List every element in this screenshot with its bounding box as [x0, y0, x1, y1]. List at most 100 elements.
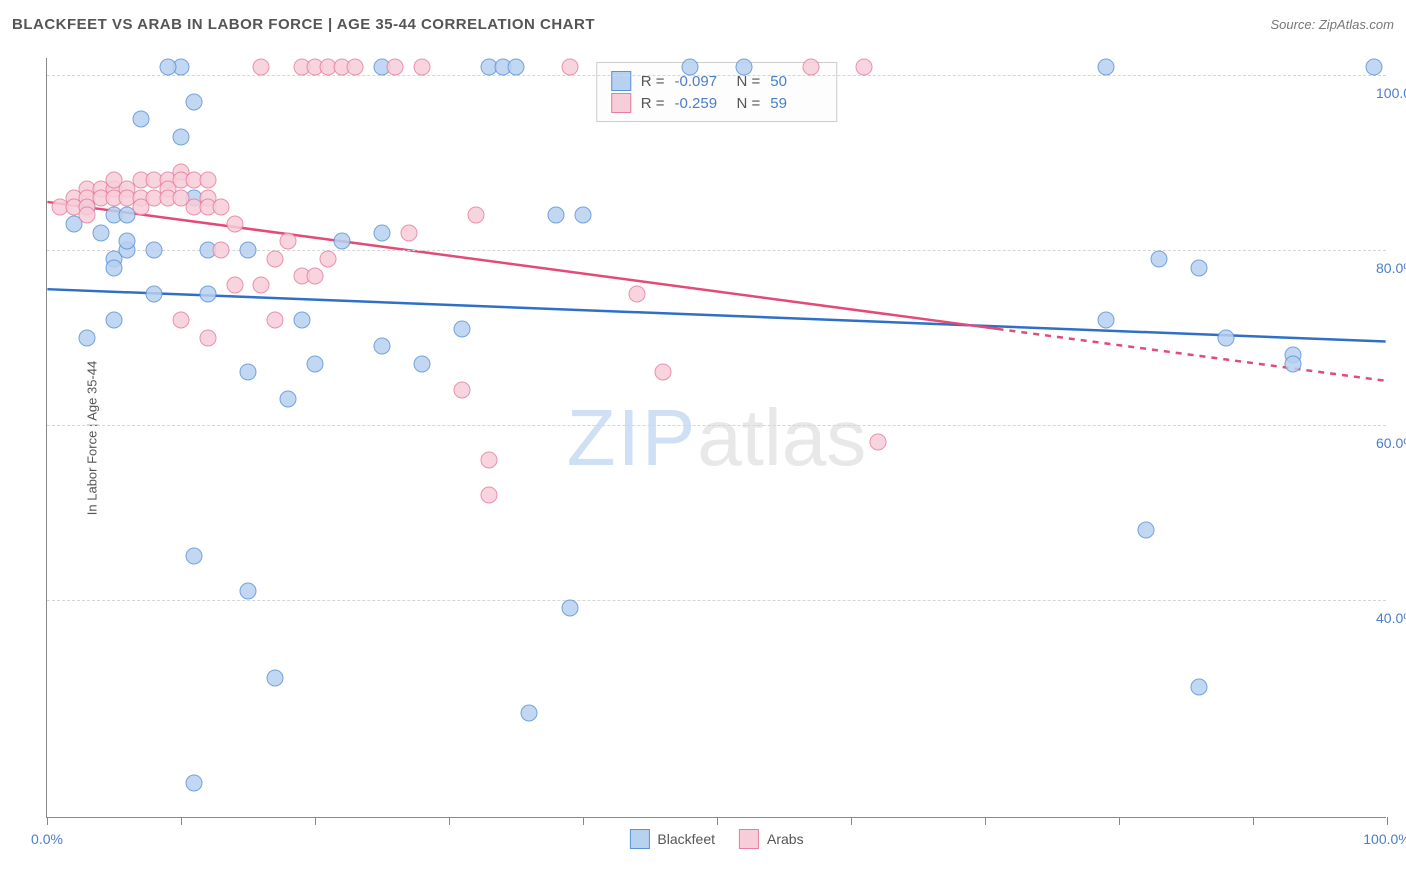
data-point: [1285, 355, 1302, 372]
gridline: [47, 425, 1386, 426]
data-point: [266, 250, 283, 267]
data-point: [735, 58, 752, 75]
data-point: [374, 224, 391, 241]
trend-line: [47, 202, 997, 329]
data-point: [159, 58, 176, 75]
data-point: [561, 58, 578, 75]
watermark: ZIPatlas: [567, 392, 866, 484]
r-value: -0.259: [675, 95, 727, 112]
data-point: [199, 285, 216, 302]
data-point: [1365, 58, 1382, 75]
data-point: [481, 451, 498, 468]
data-point: [521, 705, 538, 722]
x-tick: [1119, 817, 1120, 825]
series-swatch: [611, 71, 631, 91]
chart-header: BLACKFEET VS ARAB IN LABOR FORCE | AGE 3…: [0, 0, 1406, 48]
data-point: [575, 207, 592, 224]
data-point: [293, 312, 310, 329]
data-point: [1151, 250, 1168, 267]
watermark-part2: atlas: [697, 393, 866, 482]
x-tick: [985, 817, 986, 825]
data-point: [79, 329, 96, 346]
data-point: [454, 381, 471, 398]
data-point: [655, 364, 672, 381]
chart-title: BLACKFEET VS ARAB IN LABOR FORCE | AGE 3…: [12, 16, 595, 33]
data-point: [869, 434, 886, 451]
data-point: [240, 242, 257, 259]
x-tick: [449, 817, 450, 825]
legend-label: Blackfeet: [657, 831, 715, 847]
data-point: [79, 207, 96, 224]
correlation-stats-box: R = -0.097N = 50R = -0.259N = 59: [596, 62, 838, 122]
trend-line: [998, 329, 1386, 381]
x-tick: [47, 817, 48, 825]
data-point: [1191, 259, 1208, 276]
data-point: [1137, 521, 1154, 538]
x-tick-label: 0.0%: [31, 831, 63, 847]
data-point: [802, 58, 819, 75]
legend-item: Blackfeet: [629, 829, 715, 849]
y-tick-label: 60.0%: [1376, 435, 1406, 451]
stats-row: R = -0.097N = 50: [611, 71, 823, 91]
gridline: [47, 600, 1386, 601]
data-point: [400, 224, 417, 241]
watermark-part1: ZIP: [567, 393, 697, 482]
data-point: [119, 233, 136, 250]
source-prefix: Source:: [1270, 17, 1318, 32]
data-point: [186, 775, 203, 792]
data-point: [266, 312, 283, 329]
data-point: [213, 242, 230, 259]
legend-label: Arabs: [767, 831, 804, 847]
data-point: [333, 233, 350, 250]
y-tick-label: 80.0%: [1376, 260, 1406, 276]
y-tick-label: 40.0%: [1376, 610, 1406, 626]
data-point: [146, 285, 163, 302]
data-point: [307, 355, 324, 372]
data-point: [1218, 329, 1235, 346]
data-point: [561, 600, 578, 617]
data-point: [856, 58, 873, 75]
trend-line: [47, 289, 1385, 341]
x-tick: [1387, 817, 1388, 825]
data-point: [414, 58, 431, 75]
series-swatch: [611, 93, 631, 113]
data-point: [320, 250, 337, 267]
data-point: [454, 320, 471, 337]
stats-row: R = -0.259N = 59: [611, 93, 823, 113]
data-point: [481, 486, 498, 503]
data-point: [280, 390, 297, 407]
data-point: [226, 277, 243, 294]
legend-item: Arabs: [739, 829, 804, 849]
data-point: [213, 198, 230, 215]
data-point: [387, 58, 404, 75]
legend-swatch: [629, 829, 649, 849]
data-point: [548, 207, 565, 224]
data-point: [1097, 312, 1114, 329]
source-name: ZipAtlas.com: [1319, 17, 1394, 32]
n-label: N =: [737, 95, 761, 112]
data-point: [266, 670, 283, 687]
data-point: [106, 312, 123, 329]
legend-swatch: [739, 829, 759, 849]
data-point: [253, 58, 270, 75]
data-point: [199, 172, 216, 189]
gridline: [47, 75, 1386, 76]
data-point: [1097, 58, 1114, 75]
data-point: [240, 364, 257, 381]
data-point: [92, 224, 109, 241]
data-point: [146, 242, 163, 259]
data-point: [280, 233, 297, 250]
trend-lines: [47, 58, 1386, 817]
data-point: [347, 58, 364, 75]
data-point: [467, 207, 484, 224]
data-point: [240, 582, 257, 599]
n-value: 59: [770, 95, 822, 112]
data-point: [199, 329, 216, 346]
x-tick: [181, 817, 182, 825]
data-point: [1191, 678, 1208, 695]
x-tick: [851, 817, 852, 825]
data-point: [173, 128, 190, 145]
series-legend: Blackfeet Arabs: [629, 829, 803, 849]
scatter-chart: In Labor Force | Age 35-44 ZIPatlas R = …: [46, 58, 1386, 818]
y-axis-label: In Labor Force | Age 35-44: [85, 360, 100, 514]
